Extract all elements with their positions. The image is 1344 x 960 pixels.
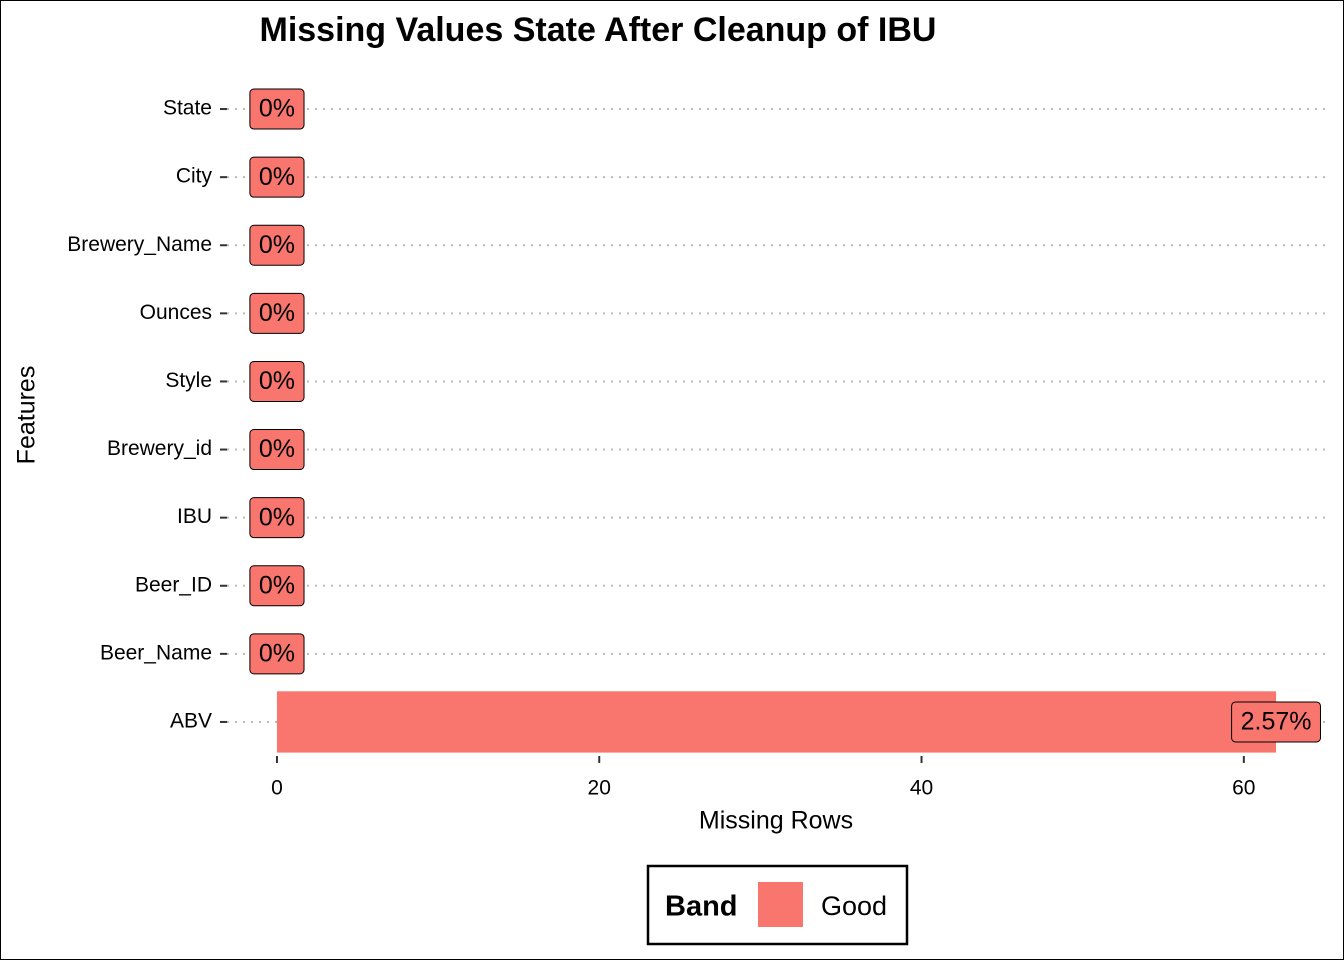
value-label: 2.57%	[1241, 708, 1312, 736]
value-label: 0%	[259, 163, 295, 191]
value-label-box	[1231, 701, 1321, 743]
x-axis-title: Missing Rows	[699, 807, 853, 835]
x-tick-label: 20	[588, 777, 611, 800]
y-tick-label: ABV	[170, 709, 212, 732]
bar	[276, 691, 1277, 753]
legend-key	[758, 882, 803, 927]
value-label: 0%	[259, 95, 295, 123]
value-label-box	[249, 429, 305, 471]
value-label: 0%	[259, 503, 295, 531]
y-tick-label: IBU	[177, 505, 212, 528]
x-tick-label: 60	[1232, 777, 1255, 800]
chart-title: Missing Values State After Cleanup of IB…	[260, 11, 937, 49]
x-tick-label: 40	[910, 777, 933, 800]
value-label-box	[249, 565, 305, 607]
legend-title: Band	[665, 891, 738, 923]
value-label-box	[249, 360, 305, 402]
y-tick-label: City	[176, 165, 213, 188]
value-label-box	[249, 497, 305, 539]
y-tick-label: Beer_Name	[100, 641, 212, 664]
y-tick-label: Ounces	[140, 301, 212, 324]
value-label: 0%	[259, 571, 295, 599]
y-tick-label: Brewery_id	[107, 437, 212, 460]
value-label-box	[249, 88, 305, 130]
y-tick-label: Style	[165, 369, 212, 392]
value-label-box	[249, 156, 305, 198]
legend-label: Good	[821, 891, 887, 921]
y-tick-label: State	[163, 97, 212, 120]
value-label-box	[249, 224, 305, 266]
y-axis-title: Features	[13, 366, 41, 465]
value-label: 0%	[259, 299, 295, 327]
value-label: 0%	[259, 435, 295, 463]
value-label: 0%	[259, 231, 295, 259]
x-tick-label: 0	[271, 777, 283, 800]
value-label-box	[249, 292, 305, 334]
value-label-box	[249, 633, 305, 675]
value-label: 0%	[259, 367, 295, 395]
y-tick-label: Brewery_Name	[67, 233, 212, 256]
value-label: 0%	[259, 639, 295, 667]
y-tick-label: Beer_ID	[135, 573, 212, 596]
